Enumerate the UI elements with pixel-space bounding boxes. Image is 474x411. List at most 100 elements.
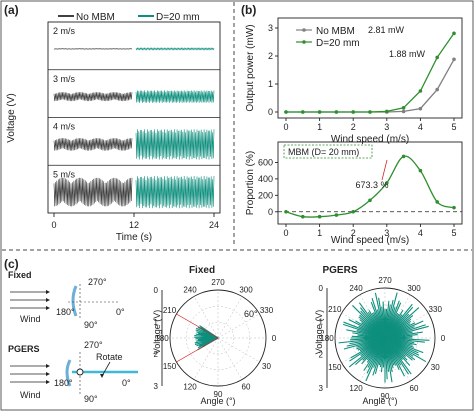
data-point (301, 214, 305, 219)
x-tick-label: 0 (51, 220, 56, 230)
pgers-deg-270: 270° (84, 340, 103, 350)
polar-fixed-radial-label: Voltage (V) (152, 310, 162, 355)
angle-tick-label: 240 (349, 284, 363, 293)
x-tick-label: 2 (351, 228, 356, 238)
range-line (176, 337, 219, 363)
range-line (176, 313, 219, 339)
x-tick-label: 0 (283, 228, 288, 238)
data-point (401, 154, 406, 159)
polar-pgers-radial-label: Voltage (V) (314, 310, 324, 355)
pgers-deg-0: 0° (122, 378, 131, 388)
angle-tick-label: 270 (211, 278, 225, 287)
angle-tick-label: 210 (328, 305, 342, 314)
x-tick-label: 4 (418, 122, 423, 132)
data-point (334, 110, 339, 114)
polar-spoke (217, 313, 260, 339)
row-label: 4 m/s (53, 122, 76, 132)
x-tick-label: 1 (317, 122, 322, 132)
angle-tick-label: 90 (381, 392, 390, 401)
radial-tick-label: 1 (319, 317, 324, 326)
y-tick-label: 3 (268, 23, 273, 33)
x-tick-label: 2 (351, 122, 356, 132)
legend-label-no-mbm: No MBM (76, 12, 115, 23)
legend-label-no-mbm-b: No MBM (316, 26, 355, 37)
angle-tick-label: 150 (328, 363, 342, 372)
legend-marker-mbm-b (302, 40, 306, 44)
angle-tick-label: 300 (407, 284, 421, 293)
panel-a-chart: No MBM D=20 mm 2 m/s 3 m/s 4 m/s 5 m/s Volt… (6, 12, 221, 243)
pgers-rotate-arrow (101, 361, 111, 377)
angle-tick-label: 240 (183, 286, 197, 295)
data-point (452, 31, 456, 36)
radial-tick-label: 2 (319, 351, 324, 360)
fixed-blade-shape (71, 285, 78, 317)
angle-tick-label: 330 (429, 305, 443, 314)
annotation-1-88-mw: 1.88 mW (389, 49, 426, 59)
signal-no-mbm (53, 138, 133, 151)
panel-label-b: (b) (241, 3, 256, 17)
data-point (452, 57, 456, 62)
polar-spoke (217, 337, 260, 363)
angle-tick-label: 150 (163, 362, 177, 371)
polar-fixed-chart: Fixed 0306090120150180210240270300330012… (152, 265, 277, 406)
y-tick-label: 600 (258, 157, 273, 167)
angle-tick-label: 270 (378, 276, 392, 285)
data-point (284, 209, 288, 214)
wind-arrows-fixed (10, 290, 50, 310)
series-line (286, 32, 455, 113)
angle-tick-label: 0 (441, 334, 446, 343)
schematic-fixed-title: Fixed (8, 270, 32, 280)
polar-bar (384, 336, 413, 339)
data-point (301, 110, 305, 114)
polar-pgers-title: PGERS (322, 265, 357, 276)
angle-tick-label: 30 (431, 363, 440, 372)
panel-b-top-axes-box (277, 17, 463, 119)
angle-tick-label: 120 (349, 384, 363, 393)
angle-tick-label: 90 (214, 390, 223, 399)
pgers-deg-90: 90° (84, 394, 98, 404)
panel-label-c: (c) (4, 257, 19, 271)
data-point (368, 198, 372, 203)
polar-pgers-chart: PGERS 0306090120150180210240270300330012… (314, 265, 446, 406)
angle-tick-label: 0 (272, 334, 277, 343)
data-point (418, 89, 423, 93)
radial-tick-label: 0 (154, 286, 159, 295)
wind-arrows-pgers (10, 364, 50, 384)
data-point (368, 110, 372, 114)
panel-b-bottom-axes-box (277, 141, 463, 225)
schematic-wind-label-pgers: Wind (20, 390, 41, 400)
polar-spoke (193, 337, 219, 380)
data-point (435, 55, 440, 60)
annotation-673-percent: 673.3 % (355, 180, 388, 190)
pgers-pivot (76, 368, 84, 376)
panel-b-bottom-ylabel: Proportion (%) (245, 151, 256, 215)
data-point (435, 87, 440, 92)
polar-fixed-angle-label: Angle (°) (200, 396, 235, 406)
data-point (452, 205, 456, 210)
signal-mbm (135, 47, 215, 51)
x-tick-label: 4 (418, 228, 423, 238)
data-point (317, 110, 322, 114)
angle-tick-label: 30 (262, 362, 271, 371)
polar-spoke (217, 337, 243, 380)
signal-no-mbm (53, 92, 133, 102)
row-label: 5 m/s (53, 169, 76, 179)
x-tick-label: 24 (209, 220, 219, 230)
radial-tick-label: 1 (154, 318, 159, 327)
radial-tick-label: 3 (154, 382, 159, 391)
x-tick-label: 12 (129, 220, 139, 230)
x-tick-label: 0 (283, 122, 288, 132)
pgers-rotate-arrowhead (100, 374, 104, 378)
data-point (351, 209, 356, 214)
angle-tick-label: 330 (260, 306, 274, 315)
signal-mbm (135, 90, 215, 103)
polar-fixed-title: Fixed (189, 265, 215, 276)
x-tick-label: 3 (384, 228, 389, 238)
radial-tick-label: 3 (319, 384, 324, 393)
polar-ring (169, 289, 267, 387)
y-tick-label: 200 (258, 190, 273, 200)
signal-no-mbm (53, 48, 133, 50)
panel-b-top-xlabel: Wind speed (m/s) (331, 134, 409, 145)
